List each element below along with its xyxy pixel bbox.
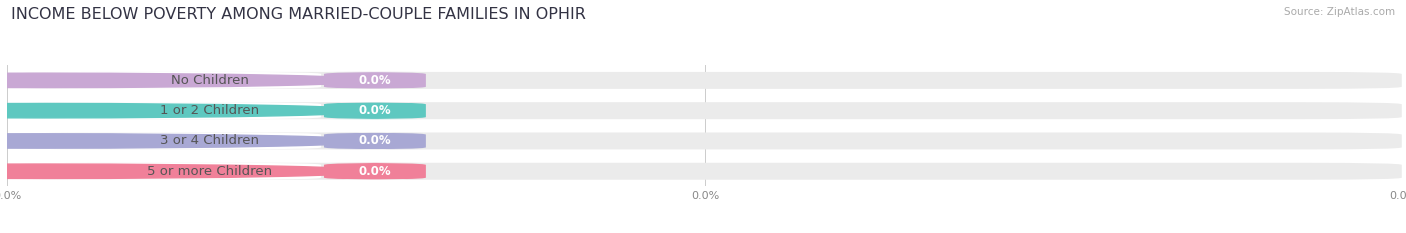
FancyBboxPatch shape	[14, 133, 321, 149]
Text: 0.0%: 0.0%	[359, 165, 391, 178]
Text: 0.0%: 0.0%	[359, 134, 391, 147]
FancyBboxPatch shape	[323, 133, 426, 149]
Text: 3 or 4 Children: 3 or 4 Children	[160, 134, 259, 147]
Text: 0.0%: 0.0%	[359, 104, 391, 117]
Circle shape	[0, 73, 377, 88]
FancyBboxPatch shape	[323, 72, 426, 89]
Circle shape	[0, 103, 377, 118]
Text: 5 or more Children: 5 or more Children	[146, 165, 271, 178]
Text: INCOME BELOW POVERTY AMONG MARRIED-COUPLE FAMILIES IN OPHIR: INCOME BELOW POVERTY AMONG MARRIED-COUPL…	[11, 7, 586, 22]
FancyBboxPatch shape	[14, 102, 321, 119]
FancyBboxPatch shape	[323, 102, 426, 119]
FancyBboxPatch shape	[14, 102, 1402, 119]
FancyBboxPatch shape	[14, 133, 1402, 149]
Text: 0.0%: 0.0%	[359, 74, 391, 87]
FancyBboxPatch shape	[14, 72, 1402, 89]
FancyBboxPatch shape	[14, 163, 1402, 180]
FancyBboxPatch shape	[14, 72, 321, 89]
Text: 1 or 2 Children: 1 or 2 Children	[160, 104, 259, 117]
FancyBboxPatch shape	[14, 163, 321, 180]
Text: No Children: No Children	[170, 74, 249, 87]
FancyBboxPatch shape	[323, 163, 426, 180]
Circle shape	[0, 164, 377, 178]
Text: Source: ZipAtlas.com: Source: ZipAtlas.com	[1284, 7, 1395, 17]
Circle shape	[0, 134, 377, 148]
